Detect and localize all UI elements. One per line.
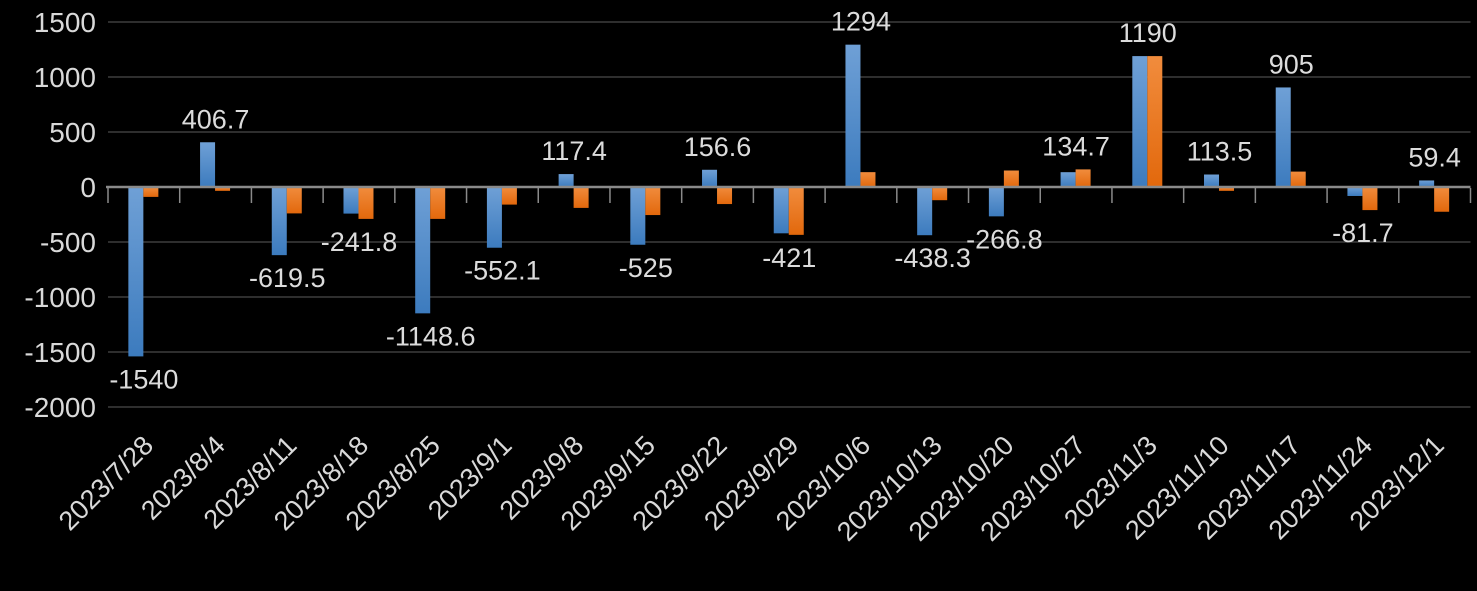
bar-series-2-orange [430, 187, 446, 219]
bar-value-label: 1294 [831, 7, 891, 37]
bar-series-2-orange [1362, 187, 1378, 211]
bar-series-1-blue [486, 187, 502, 248]
bar-series-2-orange [573, 187, 589, 208]
bar-series-1-blue [271, 187, 287, 256]
bar-value-label: -619.5 [249, 263, 326, 293]
data-labels: -1540 406.7 -619.5 -241.8 -1148.6 -552.1 117.4… [109, 7, 1461, 395]
gridlines [108, 21, 1471, 408]
bar-series-2-orange [215, 187, 231, 191]
bar-series-1-blue [558, 174, 574, 187]
bar-series-1-blue [1060, 172, 1076, 187]
bar-value-label: 117.4 [541, 136, 607, 166]
bar-series-2-orange [1003, 170, 1019, 187]
y-axis-tick-label: 1500 [34, 7, 96, 38]
bar-series-2-orange [1219, 187, 1235, 191]
bar-series-2-orange [717, 187, 733, 205]
bar-series-2-orange [645, 187, 661, 216]
bar-value-label: -1540 [109, 364, 178, 394]
bar-series-series-2-orange [143, 56, 1450, 235]
bar-series-1-blue [128, 187, 144, 357]
bar-series-2-orange [358, 187, 374, 219]
bar-series-1-blue [773, 187, 789, 234]
bar-value-label: -1148.6 [386, 321, 476, 351]
bar-series-1-blue [630, 187, 646, 245]
y-axis-tick-label: -2000 [24, 392, 96, 423]
bar-series-1-blue [343, 187, 359, 214]
bar-series-2-orange [1075, 169, 1091, 187]
bar-series-1-blue [988, 187, 1004, 217]
y-axis-tick-label: 500 [49, 117, 96, 148]
bar-value-label: -552.1 [464, 256, 541, 286]
y-axis-tick-label: 0 [80, 172, 96, 203]
x-axis-labels: 2023/7/282023/8/42023/8/112023/8/182023/… [53, 430, 1450, 547]
bar-series-1-blue [917, 187, 933, 236]
bar-value-label: 905 [1269, 49, 1314, 79]
bar-series-2-orange [286, 187, 302, 214]
bar-series-1-blue [1204, 174, 1220, 187]
y-axis-tick-label: -500 [40, 227, 96, 258]
y-axis-tick-label: 1000 [34, 62, 96, 93]
bars [128, 44, 1450, 357]
x-axis [106, 185, 1472, 203]
bar-series-1-blue [1419, 180, 1435, 187]
y-axis-labels: 1500 1000 500 0 -500 -1000 -1500 -2000 [24, 7, 96, 423]
bar-value-label: 156.6 [684, 132, 752, 162]
bar-series-1-blue [1275, 87, 1291, 187]
bar-series-2-orange [1434, 187, 1450, 212]
bar-value-label: -81.7 [1332, 218, 1394, 248]
bar-series-2-orange [1290, 171, 1306, 187]
bar-value-label: -241.8 [321, 227, 398, 257]
bar-series-series-1-blue [128, 44, 1435, 357]
bar-series-2-orange [788, 187, 804, 235]
bar-value-label: 1190 [1119, 18, 1177, 48]
y-axis-tick-label: -1500 [24, 337, 96, 368]
bar-series-1-blue [200, 142, 216, 187]
bar-series-2-orange [143, 187, 159, 197]
bar-value-label: 59.4 [1408, 142, 1461, 172]
bar-value-label: 134.7 [1042, 131, 1110, 161]
bar-value-label: -266.8 [966, 224, 1043, 254]
bar-series-2-orange [860, 172, 876, 187]
bar-series-1-blue [415, 187, 431, 314]
bar-series-1-blue [1347, 187, 1363, 196]
bar-value-label: 406.7 [182, 104, 250, 134]
bar-series-2-orange [501, 187, 517, 205]
bar-series-1-blue [1132, 56, 1148, 187]
bar-series-2-orange [932, 187, 948, 201]
bar-value-label: -525 [619, 253, 673, 283]
bar-series-1-blue [702, 169, 718, 187]
x-axis-category-label: 2023/7/28 [53, 430, 159, 536]
bar-value-label: -421 [762, 243, 816, 273]
bar-value-label: -438.3 [894, 243, 971, 273]
y-axis-tick-label: -1000 [24, 282, 96, 313]
bar-value-label: 113.5 [1187, 137, 1253, 167]
bar-series-1-blue [845, 44, 861, 187]
bar-series-2-orange [1147, 56, 1163, 187]
